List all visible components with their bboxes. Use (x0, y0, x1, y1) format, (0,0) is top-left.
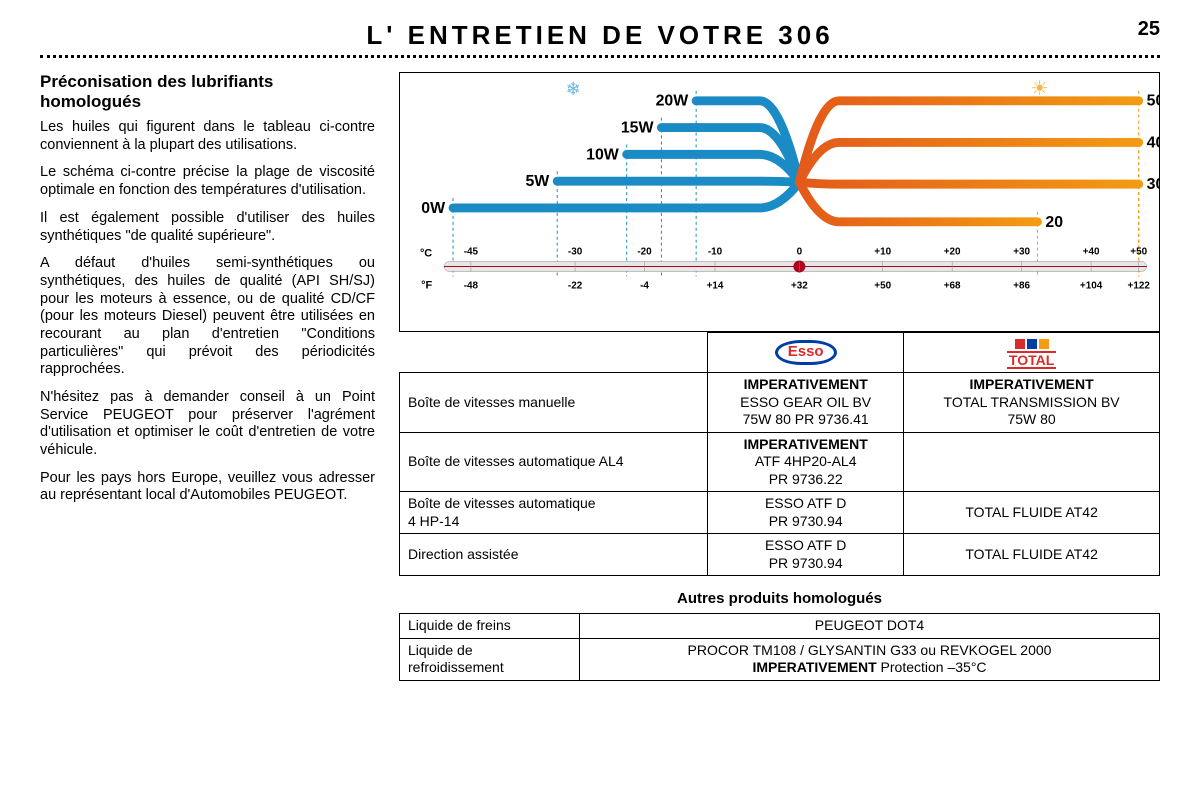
svg-text:-48: -48 (464, 280, 479, 291)
svg-text:5W: 5W (525, 173, 549, 190)
paragraph-container: Les huiles qui figurent dans le tableau … (40, 119, 375, 505)
total-logo-cell: TOTAL (904, 333, 1160, 373)
svg-text:+86: +86 (1013, 280, 1030, 291)
content-area: Préconisation des lubrifiants homologués… (40, 72, 1160, 681)
svg-text:+32: +32 (791, 280, 808, 291)
svg-text:+68: +68 (944, 280, 961, 291)
svg-text:50: 50 (1147, 93, 1159, 110)
paragraph: Les huiles qui figurent dans le tableau … (40, 119, 375, 154)
page-title: L' ENTRETIEN DE VOTRE 306 (40, 20, 1160, 51)
svg-text:0: 0 (797, 247, 803, 258)
left-column: Préconisation des lubrifiants homologués… (40, 72, 375, 681)
svg-text:+40: +40 (1083, 247, 1100, 258)
svg-text:°F: °F (421, 279, 432, 291)
svg-text:-45: -45 (464, 247, 479, 258)
svg-text:30: 30 (1147, 176, 1159, 193)
svg-text:°C: °C (420, 248, 432, 260)
page-number: 25 (1138, 18, 1160, 41)
svg-text:+10: +10 (874, 247, 891, 258)
svg-text:40: 40 (1147, 134, 1159, 151)
title-divider (40, 55, 1160, 58)
viscosity-chart: ❄☀20W15W10W5W0W50403020°C°F-45-30-20-100… (399, 72, 1160, 332)
lubricant-table: EssoTOTALBoîte de vitesses manuelleIMPER… (399, 332, 1160, 576)
svg-text:0W: 0W (421, 200, 445, 217)
svg-text:❄: ❄ (566, 79, 581, 99)
table-row: Liquide de refroidissementPROCOR TM108 /… (400, 638, 1160, 680)
svg-text:-22: -22 (568, 280, 583, 291)
chart-svg: ❄☀20W15W10W5W0W50403020°C°F-45-30-20-100… (400, 73, 1159, 331)
table-row: Boîte de vitesses automatique AL4IMPERAT… (400, 432, 1160, 492)
svg-text:+50: +50 (1130, 247, 1147, 258)
table-row: Boîte de vitesses automatique4 HP-14ESSO… (400, 492, 1160, 534)
svg-text:15W: 15W (621, 120, 654, 137)
paragraph: Le schéma ci-contre précise la plage de … (40, 164, 375, 199)
svg-text:+14: +14 (707, 280, 724, 291)
paragraph: A défaut d'huiles semi-synthétiques ou s… (40, 255, 375, 379)
svg-text:+122: +122 (1128, 280, 1151, 291)
section-subtitle: Préconisation des lubrifiants homologués (40, 72, 375, 111)
paragraph: Il est également possible d'utiliser des… (40, 210, 375, 245)
svg-text:10W: 10W (586, 146, 619, 163)
table-row: Liquide de freinsPEUGEOT DOT4 (400, 614, 1160, 639)
svg-text:+104: +104 (1080, 280, 1103, 291)
svg-text:+50: +50 (874, 280, 891, 291)
paragraph: Pour les pays hors Europe, veuillez vous… (40, 470, 375, 505)
table-row: Direction assistéeESSO ATF DPR 9730.94TO… (400, 534, 1160, 576)
paragraph: N'hésitez pas à demander conseil à un Po… (40, 389, 375, 460)
other-products-table: Liquide de freinsPEUGEOT DOT4Liquide de … (399, 613, 1160, 681)
svg-text:20: 20 (1045, 214, 1063, 231)
right-column: ❄☀20W15W10W5W0W50403020°C°F-45-30-20-100… (399, 72, 1160, 681)
table-row: Boîte de vitesses manuelleIMPERATIVEMENT… (400, 373, 1160, 433)
svg-text:-10: -10 (708, 247, 723, 258)
other-products-title: Autres produits homologués (399, 590, 1160, 607)
svg-text:20W: 20W (656, 93, 689, 110)
esso-logo-cell: Esso (708, 333, 904, 373)
svg-text:+20: +20 (944, 247, 961, 258)
svg-text:+30: +30 (1013, 247, 1030, 258)
svg-text:-20: -20 (637, 247, 652, 258)
svg-text:-30: -30 (568, 247, 583, 258)
svg-text:-4: -4 (640, 280, 649, 291)
